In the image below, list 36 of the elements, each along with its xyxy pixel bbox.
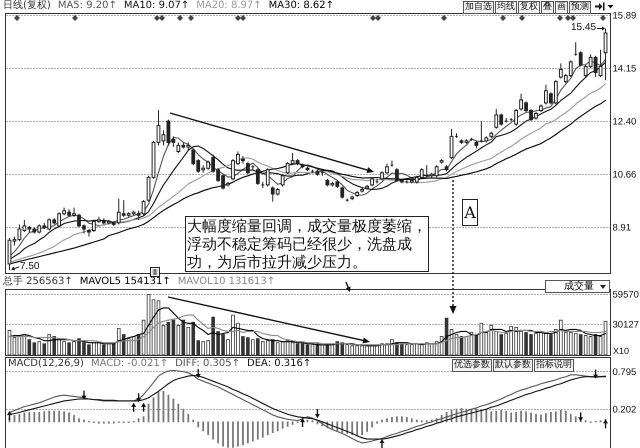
annotation: 大幅度缩量回调，成交量极度萎缩，浮动不稳定筹码已经很少，洗盘成功，为后市拉升减少压力。: [185, 216, 429, 272]
chart-title: MACD(12,26,9): [8, 358, 84, 369]
y-tick-label: 10.66: [612, 169, 636, 180]
y-tick-label: 0.202: [612, 404, 636, 416]
annotation: A: [462, 199, 478, 226]
text: 总手 256563↑: [3, 276, 73, 287]
text: 叠: [541, 1, 554, 14]
annotation: 默认参数: [493, 359, 533, 372]
series-label: DIFF: 0.305↑: [175, 358, 240, 369]
text: MAVOL10 131613↑: [178, 276, 276, 287]
y-tick-label: 30127: [612, 320, 639, 331]
text: MA10: 9.07↑: [124, 0, 190, 11]
text: 均线: [495, 1, 517, 14]
text: 复权: [518, 1, 540, 14]
y-tick-label: 12.40: [612, 116, 636, 128]
text: MAVOL5 154131↑: [80, 276, 171, 287]
annotation: 优选参数: [452, 359, 492, 372]
y-tick-label: 59570: [612, 290, 639, 301]
text: 画: [555, 1, 568, 14]
text: 预测: [569, 1, 591, 14]
y-tick-label: 8.91: [612, 222, 631, 234]
annotation: 指标说明: [534, 359, 574, 372]
text: MA20: 8.97↑: [196, 0, 262, 11]
text: MA30: 8.62↑: [268, 0, 334, 11]
chart-title: 日线(复权): [3, 0, 51, 11]
text: MACD: -0.021↑: [90, 358, 168, 369]
text: DEA: 0.316↑: [247, 358, 312, 369]
annotation: 7.50: [20, 261, 40, 272]
text: MA5: 9.20↑: [58, 0, 117, 11]
text: X10: [613, 346, 630, 356]
annotation: 成交量: [564, 281, 594, 292]
y-tick-label: 14.15: [612, 63, 636, 74]
annotation: 15.45: [571, 22, 596, 33]
text: 加自选: [463, 1, 494, 14]
y-tick-label: 15.89: [612, 10, 636, 22]
y-tick-label: 0.795: [612, 366, 636, 378]
